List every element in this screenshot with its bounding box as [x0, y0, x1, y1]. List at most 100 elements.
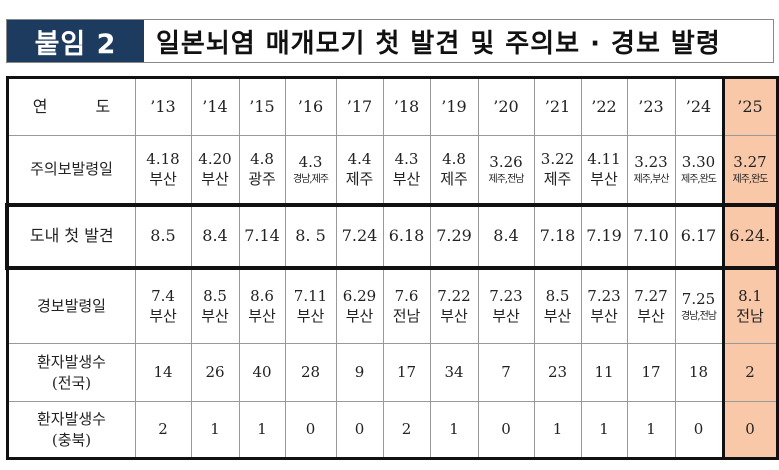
attachment-tag: 붙임 2 [7, 20, 144, 62]
cell-value: 28 [300, 363, 321, 382]
cell-region: 부산 [392, 170, 421, 189]
cell-region: 제주 [345, 170, 374, 189]
cell-value: 0 [354, 420, 365, 439]
cell-value: 4.3 [298, 153, 323, 172]
cell-value: 8.4 [202, 226, 228, 246]
table-cell: 14 [134, 343, 192, 402]
cell-region: 부산 [248, 307, 276, 326]
table-cell: 0 [284, 401, 337, 459]
cell-region: 제주,부산 [633, 173, 670, 185]
table-cell: 28 [284, 343, 337, 402]
table-cell: 3.30 제주,완도 [674, 135, 724, 206]
patients-chungbuk-row: 환자발생수 (충북) 2 1 1 0 0 2 1 0 1 1 1 0 0 [6, 401, 778, 459]
table-cell: 1 [238, 401, 286, 459]
table-cell: 1 [190, 401, 240, 459]
cell-region: 전남 [736, 307, 764, 326]
cell-value: 8.1 [738, 287, 762, 305]
table-cell: 8.4 [190, 202, 240, 270]
cell-region: 부산 [201, 307, 229, 326]
table-cell: 0 [477, 401, 535, 459]
cell-value: 3.30 [681, 153, 716, 172]
cell-value: 0 [305, 420, 316, 439]
table-cell: 4.3 경남,제주 [284, 135, 337, 206]
cell-region: 부산 [296, 307, 325, 326]
table-cell: 4.4 제주 [335, 135, 384, 206]
table-cell: 0 [674, 401, 724, 459]
table-cell: 8.6 부산 [238, 267, 286, 344]
page-title: 일본뇌염 매개모기 첫 발견 및 주의보 · 경보 발령 [156, 28, 721, 59]
cell-value: 7.27 [634, 287, 668, 305]
cell-value: 7.25 [681, 290, 716, 309]
cell-value: 4.11 [587, 150, 621, 168]
table-cell: 0 [335, 401, 384, 459]
table-cell: 7.24 [335, 202, 384, 270]
title-box: 붙임 2 일본뇌염 매개모기 첫 발견 및 주의보 · 경보 발령 [6, 19, 774, 63]
cell-value: 7.24 [341, 226, 378, 246]
table-cell: 4.20 부산 [190, 135, 240, 206]
cell-value: 6.29 [342, 287, 377, 305]
table-cell: 7.19 [580, 202, 628, 270]
table-cell: 4.11 부산 [580, 135, 628, 206]
cell-value: 4.8 [250, 150, 274, 168]
table-cell: 8.5 [134, 202, 192, 270]
header-label: 연 도 [6, 77, 136, 136]
table-cell: 2 [721, 343, 778, 402]
cell-value: 3.27 [733, 153, 767, 172]
table-cell: 7.29 [429, 202, 479, 270]
cell-value: 3.26 [489, 153, 523, 172]
table-cell: 1 [429, 401, 479, 459]
cell-value: 17 [641, 363, 661, 382]
table-cell: 7.27 부산 [626, 267, 676, 344]
cell-value: 6.24. [729, 226, 771, 246]
year-header: ’15 [238, 77, 286, 136]
table-cell: 8.4 [477, 202, 535, 270]
table-cell: 1 [626, 401, 676, 459]
cell-value: 7.23 [587, 287, 621, 305]
cell-region: 부산 [590, 307, 618, 326]
cell-value: 7.14 [244, 226, 280, 246]
table-cell: 11 [580, 343, 628, 402]
table-cell: 8.5 부산 [190, 267, 240, 344]
table-cell: 17 [382, 343, 431, 402]
cell-region: 부산 [440, 307, 468, 326]
cell-value: 7.22 [437, 287, 471, 305]
header-row: 연 도 ’13’14’15’16’17’18’19’20’21’22’23’24’… [6, 77, 778, 136]
cell-value: 4.18 [146, 150, 180, 168]
cell-value: 8.5 [150, 226, 176, 246]
cell-region: 부산 [149, 170, 177, 189]
cell-value: 7.10 [633, 226, 669, 246]
cell-value: 40 [252, 363, 272, 382]
table-cell: 0 [721, 401, 778, 459]
cell-value: 8. 5 [295, 226, 326, 246]
mosquito-alert-table: 연 도 ’13’14’15’16’17’18’19’20’21’22’23’24’… [5, 76, 779, 460]
table-cell: 4.3 부산 [382, 135, 431, 206]
cell-value: 4.3 [394, 150, 419, 168]
table-cell: 7 [477, 343, 535, 402]
row-label: 환자발생수 (충북) [6, 401, 136, 459]
table-cell: 7.11 부산 [284, 267, 337, 344]
cell-region: 광주 [248, 170, 276, 189]
cell-value: 3.22 [540, 150, 575, 168]
cell-value: 0 [501, 420, 511, 439]
first-found-row: 도내 첫 발견 8.5 8.4 7.14 8. 5 7.24 6.18 7.29 8.4 7.18… [5, 202, 779, 270]
table-cell: 3.26 제주,전남 [477, 135, 535, 206]
cell-value: 17 [396, 363, 417, 382]
cell-region: 부산 [201, 170, 229, 189]
row-label-text: 도내 첫 발견 [29, 226, 114, 246]
cell-value: 1 [646, 420, 656, 439]
table-cell: 7.14 [238, 202, 286, 270]
table-cell: 3.23 제주,부산 [626, 135, 676, 206]
cell-value: 2 [745, 363, 755, 382]
cell-value: 0 [693, 420, 704, 439]
cell-value: 7.19 [586, 226, 622, 246]
cell-value: 2 [158, 420, 168, 439]
table-cell: 7.23 부산 [477, 267, 535, 344]
cell-region: 제주,전남 [488, 173, 525, 185]
year-header: ’17 [335, 77, 384, 136]
row-sublabel: (충북) [51, 430, 92, 449]
table-cell: 7.6 전남 [382, 267, 431, 344]
cell-region: 부산 [543, 307, 572, 326]
table-cell: 1 [580, 401, 628, 459]
table-cell: 4.8 광주 [238, 135, 286, 206]
cell-value: 8.6 [250, 287, 274, 305]
